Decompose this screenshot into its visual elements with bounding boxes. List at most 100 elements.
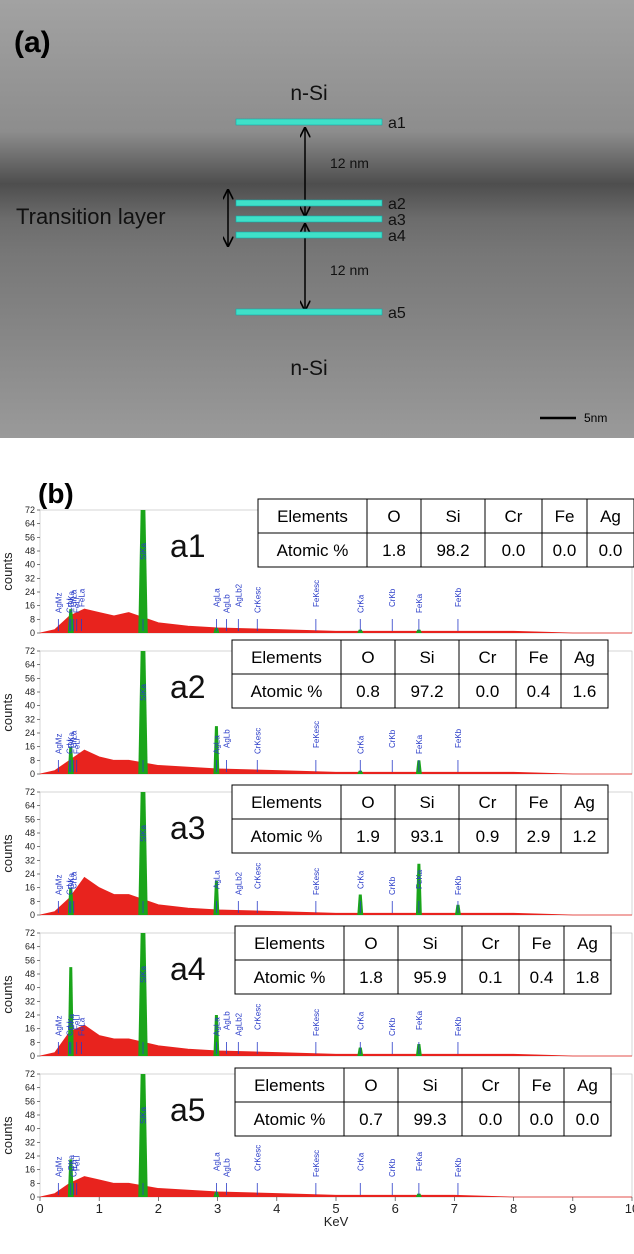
background-area bbox=[39, 749, 632, 775]
element-label: AgLb bbox=[222, 1011, 231, 1030]
y-tick-label: 56 bbox=[25, 1096, 35, 1106]
table-cell bbox=[343, 959, 399, 995]
table-text: Ag bbox=[574, 648, 595, 667]
table-text: Elements bbox=[251, 793, 322, 812]
element-label: CrKesc bbox=[253, 587, 262, 613]
x-tick-label: 2 bbox=[155, 1201, 162, 1216]
table-text: Fe bbox=[529, 793, 549, 812]
x-tick-label: 1 bbox=[96, 1201, 103, 1216]
y-tick-label: 64 bbox=[25, 942, 35, 952]
table-text: 98.2 bbox=[436, 541, 469, 560]
element-label: FeKa bbox=[415, 1151, 424, 1171]
element-label: CrKesc bbox=[253, 1004, 262, 1030]
table-cell bbox=[366, 532, 422, 568]
table-cell bbox=[518, 925, 565, 961]
element-label: FeKesc bbox=[312, 580, 321, 607]
table-text: 0.0 bbox=[553, 541, 577, 560]
y-tick-label: 56 bbox=[25, 814, 35, 824]
element-label: FeLa bbox=[77, 588, 86, 607]
element-label: FeKa bbox=[415, 734, 424, 754]
table-cell bbox=[563, 959, 612, 995]
panel-label: (b) bbox=[38, 478, 74, 509]
x-tick-label: 9 bbox=[569, 1201, 576, 1216]
peak bbox=[357, 629, 364, 633]
table-text: Elements bbox=[277, 507, 348, 526]
peak bbox=[138, 1074, 148, 1197]
y-tick-label: 24 bbox=[25, 1010, 35, 1020]
y-tick-label: 56 bbox=[25, 532, 35, 542]
table-text: 95.9 bbox=[413, 968, 446, 987]
table-text: 0.7 bbox=[359, 1110, 383, 1129]
peak bbox=[415, 863, 422, 915]
element-label: AgMz bbox=[54, 593, 63, 613]
element-label: CrLa bbox=[70, 589, 79, 607]
y-tick-label: 48 bbox=[25, 828, 35, 838]
table-text: Elements bbox=[251, 648, 322, 667]
table-cell bbox=[343, 1067, 399, 1103]
element-label: SiKa bbox=[139, 966, 148, 983]
table-cell bbox=[231, 818, 342, 854]
spectrum-label: a4 bbox=[170, 951, 206, 987]
element-label: CrLl bbox=[66, 739, 75, 754]
x-tick-label: 4 bbox=[273, 1201, 280, 1216]
element-label: FeKesc bbox=[312, 1009, 321, 1036]
table-cell bbox=[586, 498, 634, 534]
table-cell bbox=[563, 925, 612, 961]
table-cell bbox=[394, 639, 460, 675]
table-cell bbox=[563, 1067, 612, 1103]
table-cell bbox=[234, 1101, 345, 1137]
table-text: 2.9 bbox=[527, 827, 551, 846]
table-cell bbox=[397, 959, 463, 995]
y-tick-label: 16 bbox=[25, 1165, 35, 1175]
x-tick-label: 0 bbox=[36, 1201, 43, 1216]
element-label: OKa bbox=[67, 731, 76, 748]
table-text: Si bbox=[419, 648, 434, 667]
element-label: FeLl bbox=[73, 1014, 82, 1030]
x-tick-label: 8 bbox=[510, 1201, 517, 1216]
table-text: 1.8 bbox=[359, 968, 383, 987]
table-text: Fe bbox=[529, 648, 549, 667]
table-cell bbox=[340, 784, 396, 820]
y-tick-label: 64 bbox=[25, 1083, 35, 1093]
y-tick-label: 24 bbox=[25, 587, 35, 597]
element-label: SiKa bbox=[139, 1107, 148, 1124]
element-label: CrKesc bbox=[253, 863, 262, 889]
x-tick-label: 3 bbox=[214, 1201, 221, 1216]
element-label: CrLl bbox=[66, 598, 75, 613]
element-label: FeKesc bbox=[312, 868, 321, 895]
y-tick-label: 24 bbox=[25, 1151, 35, 1161]
element-label: CrLl bbox=[66, 1021, 75, 1036]
table-text: Si bbox=[419, 793, 434, 812]
element-label: FeLl bbox=[73, 597, 82, 613]
y-tick-label: 56 bbox=[25, 673, 35, 683]
table-text: 0.0 bbox=[530, 1110, 554, 1129]
table-text: 93.1 bbox=[410, 827, 443, 846]
spectrum-label: a5 bbox=[170, 1092, 206, 1128]
y-tick-label: 56 bbox=[25, 955, 35, 965]
table-text: Elements bbox=[254, 934, 325, 953]
table-text: 99.3 bbox=[413, 1110, 446, 1129]
table-text: 1.8 bbox=[382, 541, 406, 560]
table-text: Atomic % bbox=[254, 1110, 326, 1129]
measure-line bbox=[235, 308, 383, 316]
table-text: 0.0 bbox=[479, 1110, 503, 1129]
table-text: O bbox=[387, 507, 400, 526]
element-label: SiKa bbox=[139, 684, 148, 701]
y-tick-label: 40 bbox=[25, 701, 35, 711]
table-text: Fe bbox=[555, 507, 575, 526]
y-tick-label: 48 bbox=[25, 969, 35, 979]
table-text: 1.6 bbox=[573, 682, 597, 701]
element-label: CrKb bbox=[388, 729, 397, 748]
y-tick-label: 72 bbox=[25, 505, 35, 515]
x-tick-label: 7 bbox=[451, 1201, 458, 1216]
peak bbox=[213, 880, 220, 915]
element-label: FeKa bbox=[415, 593, 424, 613]
element-label: CrKa bbox=[356, 594, 365, 613]
element-label: OKa bbox=[67, 1013, 76, 1030]
element-label: AgLb bbox=[222, 594, 231, 613]
table-cell bbox=[458, 673, 517, 709]
table-cell bbox=[563, 1101, 612, 1137]
